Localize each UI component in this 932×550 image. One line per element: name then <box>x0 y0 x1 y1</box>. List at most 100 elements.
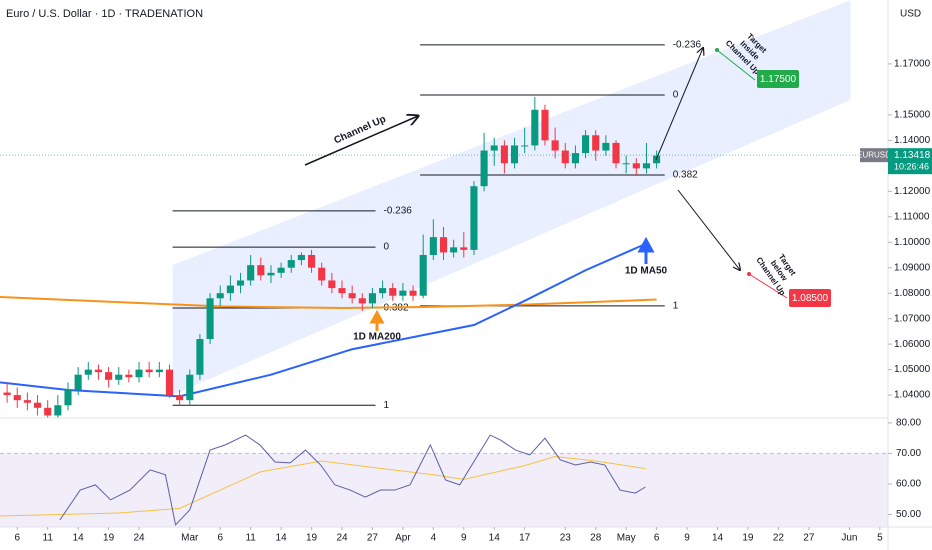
rsi-line <box>59 434 646 526</box>
x-tick-label: 14 <box>712 533 724 544</box>
candle-body <box>176 395 184 401</box>
ma200-arrow <box>369 309 385 331</box>
target-up-line <box>716 49 756 81</box>
candle-body <box>490 145 498 151</box>
y-tick-label: 1.11000 <box>894 211 930 222</box>
candle-body <box>318 267 326 281</box>
candle-body <box>84 369 92 375</box>
candle-body <box>582 135 590 154</box>
projection-down <box>677 189 740 270</box>
y-tick-label: 1.09000 <box>894 262 931 273</box>
candle-body <box>632 163 640 169</box>
candle-body <box>500 145 508 164</box>
x-tick-label: 27 <box>367 533 379 544</box>
fib-label: 1 <box>673 301 679 312</box>
candle-body <box>439 237 448 253</box>
price-label: 1.13418 <box>894 150 931 161</box>
candle-body <box>470 186 478 250</box>
candle-body <box>308 254 316 268</box>
chart-title: Euro / U.S. Dollar · 1D · TRADENATION <box>6 8 203 20</box>
x-tick-label: 9 <box>684 533 690 544</box>
ma200-line <box>0 296 657 309</box>
candle-body <box>510 145 519 164</box>
candle-body <box>419 254 427 296</box>
y-tick-label: 1.04000 <box>894 390 931 401</box>
x-tick-label: 24 <box>336 533 348 544</box>
y-tick-label: 1.05000 <box>894 364 931 375</box>
x-tick-label: 19 <box>306 533 318 544</box>
x-tick-label: 17 <box>519 533 531 544</box>
candle-body <box>460 247 468 250</box>
y-tick-label: 1.08000 <box>894 288 931 299</box>
x-tick-label: 11 <box>245 533 256 544</box>
candle-body <box>602 142 610 151</box>
x-tick-label: 24 <box>133 533 145 544</box>
candle-body <box>429 237 437 255</box>
x-tick-label: 4 <box>431 533 437 544</box>
x-tick-label: 9 <box>461 533 467 544</box>
candle-body <box>23 400 31 403</box>
candle-body <box>450 247 458 253</box>
target-up-box <box>757 70 799 88</box>
x-tick-label: Mar <box>181 533 199 544</box>
candle-body <box>13 395 21 401</box>
target-down-line <box>748 273 788 299</box>
currency: USD <box>900 9 921 20</box>
candle-body <box>541 109 549 141</box>
target-down-price: 1.08500 <box>792 293 829 304</box>
fib-label: 1 <box>383 400 389 411</box>
y-tick-label: 1.12000 <box>894 186 931 197</box>
x-tick-label: 6 <box>14 533 20 544</box>
x-tick-label: 22 <box>773 533 785 544</box>
candle-body <box>389 288 397 296</box>
candle-body <box>216 293 224 299</box>
candle-body <box>358 298 366 304</box>
candle-body <box>247 265 255 281</box>
candle-body <box>612 142 620 164</box>
x-tick-label: 14 <box>489 533 501 544</box>
x-tick-label: 19 <box>103 533 115 544</box>
candle-body <box>592 135 600 151</box>
x-tick-label: 11 <box>43 533 54 544</box>
candle-body <box>368 293 377 304</box>
rsi-tick-label: 50.00 <box>896 509 921 520</box>
candle-body <box>622 163 630 165</box>
candle-body <box>145 369 153 373</box>
x-tick-label: 6 <box>217 533 223 544</box>
x-tick-label: May <box>617 533 636 544</box>
y-tick-label: 1.17000 <box>894 59 931 70</box>
candle-body <box>54 405 62 416</box>
x-tick-label: 19 <box>742 533 754 544</box>
candle-body <box>236 280 245 286</box>
candle-body <box>480 150 488 187</box>
x-tick-label: 14 <box>276 533 288 544</box>
candle-body <box>409 290 417 296</box>
candle-body <box>287 260 295 268</box>
candle-body <box>297 254 305 261</box>
target-down-dot <box>747 272 751 276</box>
x-tick-label: 5 <box>877 533 883 544</box>
fib-label: -0.236 <box>673 39 702 50</box>
candle-body <box>125 374 133 378</box>
candle-body <box>642 163 651 169</box>
candle-body <box>551 140 559 151</box>
fib-label: 0 <box>383 242 389 253</box>
candle-body <box>196 339 204 375</box>
candle-body <box>74 374 82 390</box>
countdown-label: 10:26:46 <box>894 162 929 172</box>
candle-body <box>186 374 194 401</box>
target-down-box <box>789 289 831 307</box>
candle-body <box>226 285 234 294</box>
candle-body <box>105 372 113 380</box>
x-tick-label: 14 <box>73 533 85 544</box>
ma50-line <box>0 242 647 398</box>
x-tick-label: 28 <box>590 533 602 544</box>
y-tick-label: 1.10000 <box>894 237 931 248</box>
y-tick-label: 1.15000 <box>894 110 931 121</box>
candle-body <box>277 267 285 273</box>
x-tick-label: 6 <box>654 533 660 544</box>
x-tick-label: Apr <box>395 533 411 544</box>
ma200-label: 1D MA200 <box>353 332 401 343</box>
y-tick-label: 1.06000 <box>894 339 931 350</box>
